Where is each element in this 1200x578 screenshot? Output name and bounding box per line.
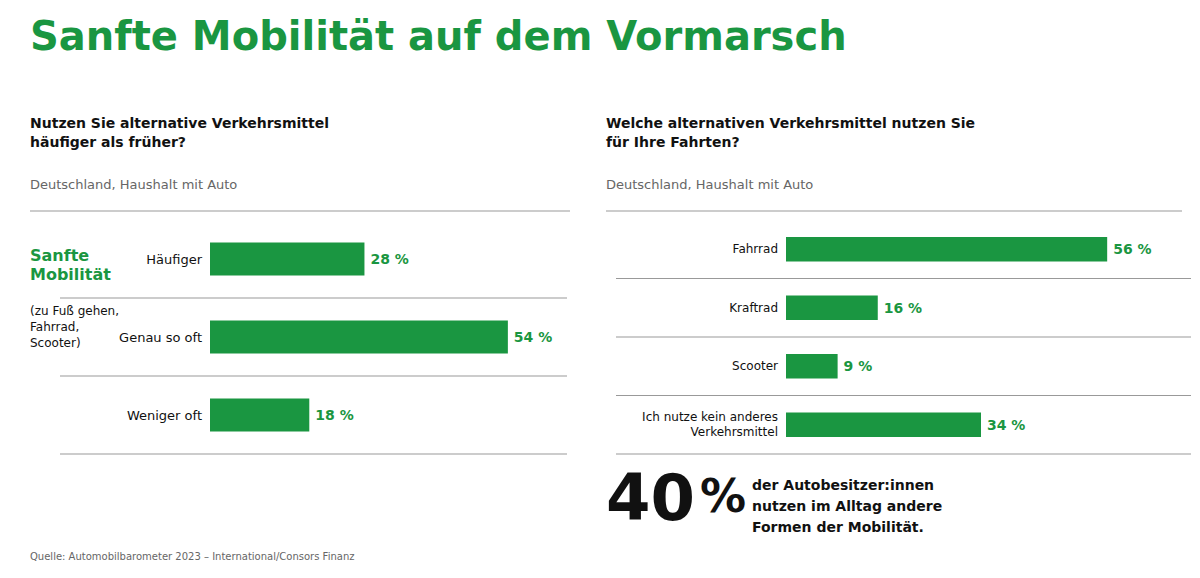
svg-text:für Ihre Fahrten?: für Ihre Fahrten? <box>606 134 740 150</box>
svg-text:Mobilität: Mobilität <box>30 265 111 284</box>
svg-text:Formen der Mobilität.: Formen der Mobilität. <box>752 519 924 535</box>
svg-text:%: % <box>700 469 746 523</box>
svg-text:Genau so oft: Genau so oft <box>119 330 202 345</box>
svg-text:Scooter: Scooter <box>732 359 778 373</box>
svg-text:Sanfte: Sanfte <box>30 246 89 265</box>
svg-text:häufiger als früher?: häufiger als früher? <box>30 134 186 150</box>
svg-text:Sanfte Mobilität auf dem Vorma: Sanfte Mobilität auf dem Vormarsch <box>30 13 847 59</box>
svg-text:Fahrrad: Fahrrad <box>733 242 778 256</box>
svg-text:Scooter): Scooter) <box>30 336 81 350</box>
svg-text:56 %: 56 % <box>1113 241 1151 257</box>
svg-text:28 %: 28 % <box>370 251 408 267</box>
svg-text:Häufiger: Häufiger <box>146 252 202 267</box>
svg-text:16 %: 16 % <box>884 300 922 316</box>
svg-text:34 %: 34 % <box>987 417 1025 433</box>
svg-text:Weniger oft: Weniger oft <box>127 408 202 423</box>
svg-text:18 %: 18 % <box>315 407 353 423</box>
svg-text:der Autobesitzer:innen: der Autobesitzer:innen <box>752 477 934 493</box>
svg-text:nutzen im Alltag andere: nutzen im Alltag andere <box>752 498 942 514</box>
svg-text:Welche alternativen Verkehrsmi: Welche alternativen Verkehrsmittel nutze… <box>606 115 975 131</box>
svg-text:Deutschland, Haushalt mit Auto: Deutschland, Haushalt mit Auto <box>30 177 237 192</box>
svg-text:(zu Fuß gehen,: (zu Fuß gehen, <box>30 304 119 318</box>
svg-text:40: 40 <box>606 461 695 535</box>
svg-text:Quelle: Automobilbarometer 202: Quelle: Automobilbarometer 2023 – Intern… <box>30 551 354 562</box>
svg-text:Deutschland, Haushalt mit Auto: Deutschland, Haushalt mit Auto <box>606 177 813 192</box>
svg-text:Verkehrsmittel: Verkehrsmittel <box>691 425 778 439</box>
svg-text:54 %: 54 % <box>514 329 552 345</box>
svg-text:Nutzen Sie alternative Verkehr: Nutzen Sie alternative Verkehrsmittel <box>30 115 329 131</box>
svg-text:Kraftrad: Kraftrad <box>729 301 778 315</box>
svg-text:Ich nutze kein anderes: Ich nutze kein anderes <box>642 410 778 424</box>
svg-text:9 %: 9 % <box>844 358 873 374</box>
svg-text:Fahrrad,: Fahrrad, <box>30 320 79 334</box>
